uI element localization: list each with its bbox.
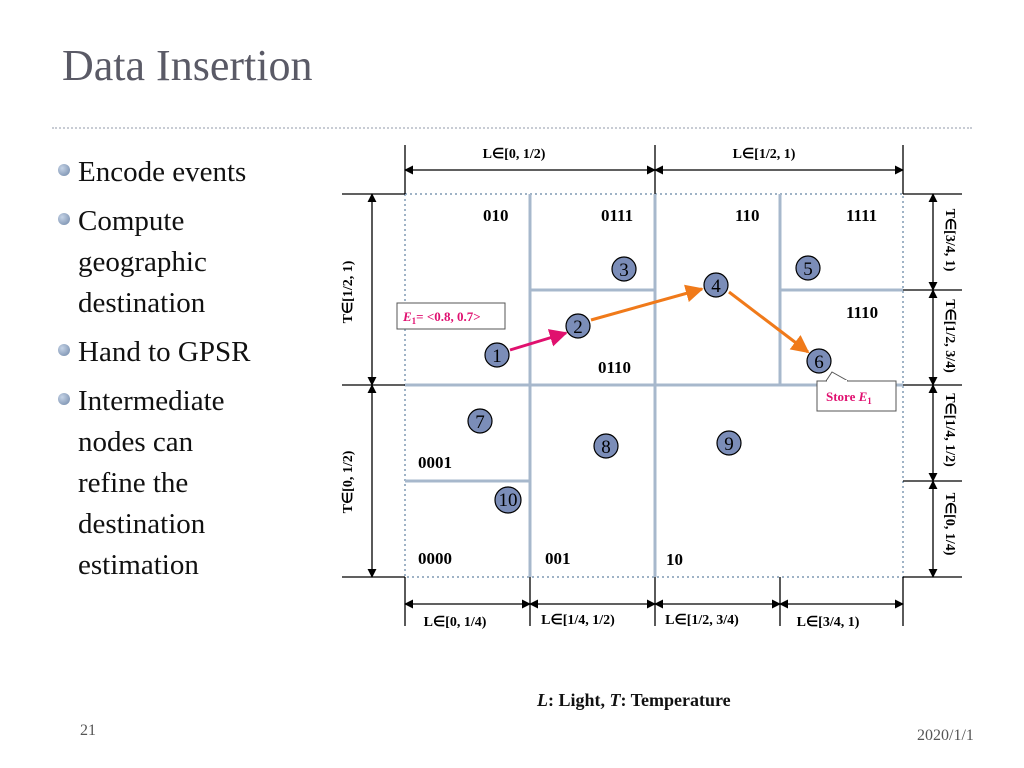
- sensor-node: 6: [806, 348, 832, 374]
- legend-note: L: Light, T: Temperature: [537, 690, 731, 710]
- cell-code: 110: [735, 206, 760, 225]
- bullet-item: Compute geographic destination: [58, 201, 318, 324]
- sensor-node: 5: [795, 255, 821, 281]
- right-range-label: T∈[1/2, 3/4): [942, 299, 957, 373]
- svg-text:9: 9: [724, 434, 734, 455]
- bullet-line: Encode events: [78, 156, 247, 188]
- bullet-dot-icon: [58, 164, 70, 176]
- bullet-line: geographic: [78, 246, 207, 278]
- svg-text:6: 6: [814, 352, 824, 373]
- cell-code: 0000: [418, 549, 452, 568]
- bullet-line: Compute: [78, 205, 185, 237]
- right-range-label: T∈[0, 1/4): [942, 493, 957, 556]
- bullet-dot-icon: [58, 213, 70, 225]
- cell-code: 0110: [598, 358, 631, 377]
- bullet-dot-icon: [58, 393, 70, 405]
- slide-date: 2020/1/1: [917, 727, 974, 744]
- route-arrow-orange: [728, 290, 810, 354]
- page-number: 21: [80, 722, 96, 739]
- bottom-range-label: L∈[1/2, 3/4): [665, 613, 739, 628]
- store-callout-box: [816, 380, 897, 412]
- sensor-node: 9: [716, 430, 742, 456]
- svg-text:3: 3: [619, 260, 629, 281]
- cell-code: 0001: [418, 453, 452, 472]
- route-arrow-orange: [590, 284, 704, 322]
- cell-code: 1110: [846, 303, 878, 322]
- route-arrow-pink: [509, 329, 568, 352]
- event-callout-text: E1= <0.8, 0.7>: [402, 309, 481, 326]
- store-callout-text: Store E1: [826, 389, 872, 406]
- right-range-label: T∈[3/4, 1): [942, 209, 957, 272]
- cell-code: 0111: [601, 206, 633, 225]
- store-callout-pointer: [825, 371, 850, 382]
- sensor-node: 8: [593, 433, 619, 459]
- cell-code: 1111: [846, 206, 877, 225]
- bullet-item: Intermediate nodes can refine the destin…: [58, 381, 318, 586]
- bullet-line: estimation: [78, 549, 199, 581]
- top-range-label: L∈[0, 1/2): [483, 147, 546, 162]
- bullet-dot-icon: [58, 344, 70, 356]
- svg-text:5: 5: [803, 259, 813, 280]
- svg-text:1: 1: [492, 346, 502, 367]
- bullet-line: destination: [78, 508, 206, 540]
- sensor-node: 1: [484, 342, 510, 368]
- bullet-line: destination: [78, 287, 206, 319]
- svg-text:2: 2: [573, 317, 583, 338]
- sensor-node: 3: [611, 256, 637, 282]
- svg-text:10: 10: [499, 490, 518, 511]
- event-callout-box: [396, 302, 506, 330]
- title-divider: [52, 127, 972, 129]
- dimension-lines: [342, 145, 962, 626]
- left-range-label: T∈[0, 1/2): [341, 450, 356, 513]
- bottom-range-label: L∈[1/4, 1/2): [541, 613, 615, 628]
- bottom-range-label: L∈[0, 1/4): [424, 615, 487, 630]
- bottom-range-label: L∈[3/4, 1): [797, 615, 860, 630]
- sensor-node: 7: [467, 408, 493, 434]
- svg-text:4: 4: [711, 276, 721, 297]
- cell-code: 001: [545, 549, 571, 568]
- bullet-line: nodes can: [78, 426, 194, 458]
- bullet-item: Hand to GPSR: [58, 332, 318, 373]
- sensor-node: 2: [565, 313, 591, 339]
- right-range-label: T∈[1/4, 1/2): [942, 393, 957, 467]
- bullet-list: Encode events Compute geographic destina…: [58, 152, 318, 594]
- grid-lines: [405, 194, 903, 577]
- cell-code: 010: [483, 206, 509, 225]
- slide-title: Data Insertion: [62, 41, 313, 90]
- bullet-line: Hand to GPSR: [78, 336, 251, 368]
- bullet-line: Intermediate: [78, 385, 225, 417]
- cell-code: 10: [666, 550, 683, 569]
- bullet-item: Encode events: [58, 152, 318, 193]
- left-range-label: T∈[1/2, 1): [341, 260, 356, 323]
- svg-text:8: 8: [601, 437, 611, 458]
- svg-text:7: 7: [475, 412, 485, 433]
- bullet-line: refine the: [78, 467, 189, 499]
- top-range-label: L∈[1/2, 1): [733, 147, 796, 162]
- sensor-node: 10: [494, 486, 522, 514]
- sensor-node: 4: [703, 272, 729, 298]
